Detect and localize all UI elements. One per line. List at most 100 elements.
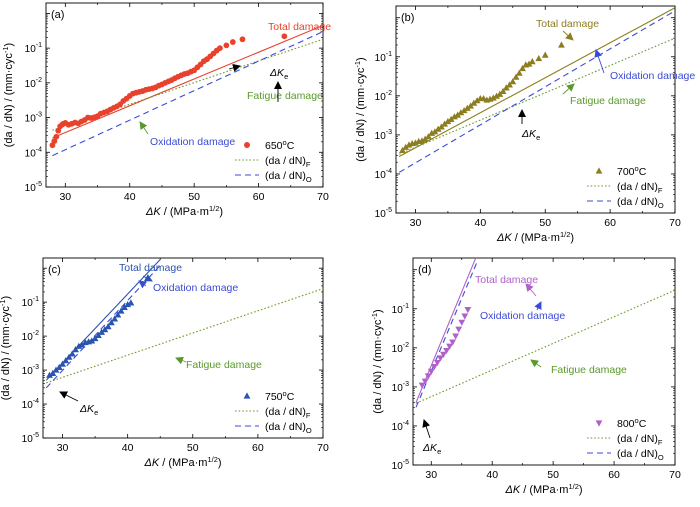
legend-entry-sub: F	[658, 186, 663, 195]
x-axis-label-unit: / (MPa·m	[161, 206, 209, 218]
legend-entry-temperature: 700oC	[617, 164, 647, 178]
data-point	[65, 353, 73, 360]
legend-entry: (da / dN)O	[617, 448, 664, 462]
y-tick-exponent: -5	[36, 181, 42, 188]
y-tick-exponent: -1	[36, 42, 42, 49]
x-tick-label: 50	[547, 469, 559, 481]
data-point	[454, 111, 462, 118]
data-points	[46, 299, 135, 378]
x-tick-label: 30	[59, 191, 71, 203]
data-point	[117, 307, 125, 314]
y-axis-label-sup: -1	[0, 299, 7, 306]
data-point	[239, 36, 246, 43]
annotation-delta-k-main: ΔK	[79, 403, 95, 415]
x-tick-label: 50	[187, 442, 199, 454]
legend-entry: (da / dN)O	[265, 170, 312, 184]
legend-temp-degree: o	[283, 138, 287, 147]
legend-entry-temperature: 800oC	[617, 416, 647, 430]
x-axis-label: ΔK / (MPa·m1/2)	[496, 230, 574, 244]
annotation-arrow	[142, 274, 153, 282]
data-point	[489, 94, 497, 101]
data-point	[46, 371, 53, 378]
fit-line-dashed	[398, 10, 675, 173]
panel-label: (c)	[48, 264, 61, 276]
y-tick-base: 10	[25, 114, 37, 125]
x-tick-label: 40	[122, 442, 134, 454]
y-axis-label-sup: -1	[370, 313, 379, 320]
x-tick-label: 60	[253, 191, 265, 203]
fit-line-dashed	[45, 265, 161, 389]
y-tick-base: 10	[375, 131, 387, 142]
data-point	[434, 125, 442, 132]
y-tick-base: 10	[25, 183, 37, 194]
y-tick-label: 10-1	[25, 42, 42, 55]
x-axis-label-main: ΔK	[504, 484, 520, 496]
y-tick-label: 10-3	[22, 364, 39, 377]
y-tick-base: 10	[375, 53, 387, 64]
y-tick-base: 10	[375, 92, 387, 103]
legend-entry-main: (da / dN)	[617, 448, 658, 460]
data-point	[441, 120, 449, 127]
annotation-delta-k-sub: e	[437, 447, 441, 456]
data-point	[440, 351, 447, 358]
y-tick-exponent: -3	[33, 364, 39, 371]
annotation-arrow	[59, 391, 79, 402]
annotation-delta-k-sub: e	[94, 408, 98, 417]
y-tick-base: 10	[25, 79, 37, 90]
data-point	[281, 33, 288, 40]
annotation-arrow	[422, 419, 431, 439]
y-tick-exponent: -3	[386, 129, 392, 136]
x-tick-label: 30	[410, 217, 422, 229]
annotation-fatigue-damage: Fatigue damage	[247, 90, 323, 102]
annotation-arrow	[562, 83, 575, 95]
y-tick-label: 10-5	[375, 207, 392, 220]
data-point	[558, 41, 565, 48]
fit-line-solid	[398, 7, 675, 157]
y-tick-exponent: -4	[33, 398, 39, 405]
data-point	[458, 319, 466, 326]
data-point	[525, 60, 533, 67]
x-tick-label: 70	[669, 217, 681, 229]
data-point	[455, 326, 463, 333]
data-point	[431, 128, 439, 135]
legend-temp-unit: C	[639, 166, 647, 178]
x-axis-label: ΔK / (MPa·m1/2)	[143, 455, 221, 469]
data-point	[124, 300, 132, 308]
y-axis-label-sup: -1	[353, 61, 362, 68]
annotation-delta-k: ΔKe	[79, 403, 98, 417]
data-point	[470, 99, 478, 106]
data-point	[223, 42, 230, 49]
x-axis-label-main: ΔK	[143, 457, 159, 469]
legend-entry-temperature: 650oC	[265, 138, 295, 152]
data-point	[506, 81, 513, 88]
y-tick-base: 10	[22, 434, 34, 445]
annotation-delta-k-main: ΔK	[422, 442, 438, 454]
y-tick-base: 10	[22, 298, 34, 309]
annotation-total-damage: Total damage	[536, 18, 599, 30]
data-point	[53, 133, 60, 140]
y-tick-label: 10-1	[22, 296, 39, 309]
legend-temp-degree: o	[635, 416, 639, 425]
data-point	[541, 51, 549, 58]
annotation-arrow	[530, 359, 542, 368]
annotation-fatigue-damage: Fatigue damage	[570, 95, 646, 107]
x-tick-label: 70	[669, 469, 681, 481]
data-points	[399, 41, 565, 154]
data-point	[515, 69, 523, 76]
legend-entry-temperature: 750oC	[265, 389, 295, 403]
annotation-arrow	[175, 356, 187, 365]
x-axis-label-close: )	[579, 484, 583, 496]
data-point	[499, 87, 507, 94]
y-axis-label-close: )	[355, 57, 367, 61]
data-point	[52, 366, 60, 373]
x-axis-label-main: ΔK	[496, 232, 512, 244]
y-tick-base: 10	[22, 332, 34, 343]
fit-line-solid	[415, 258, 477, 403]
y-tick-base: 10	[25, 148, 37, 159]
legend-temp-unit: C	[287, 391, 295, 403]
plot-frame	[395, 5, 676, 214]
data-point	[509, 78, 517, 85]
x-tick-label: 60	[604, 217, 616, 229]
legend-entry-sub: F	[306, 411, 311, 420]
